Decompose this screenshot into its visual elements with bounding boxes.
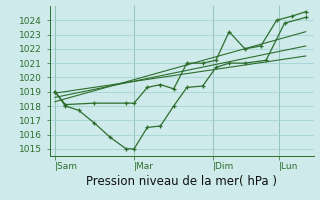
X-axis label: Pression niveau de la mer( hPa ): Pression niveau de la mer( hPa ) — [86, 175, 277, 188]
